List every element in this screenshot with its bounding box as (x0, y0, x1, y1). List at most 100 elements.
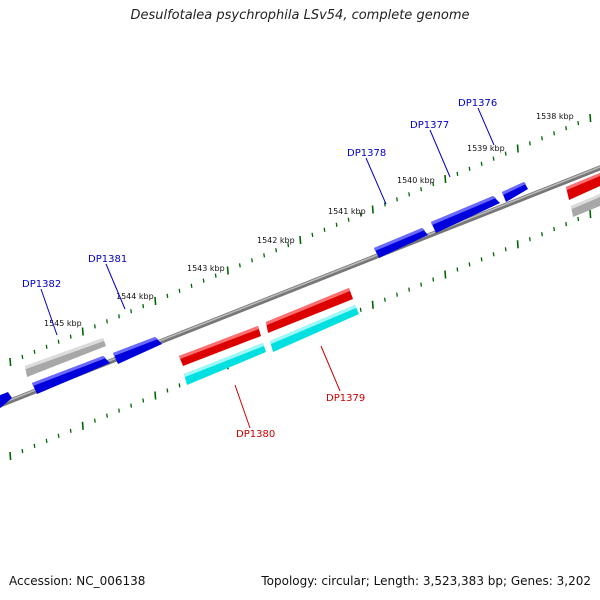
scale-tick (371, 300, 374, 309)
scale-tick (9, 357, 12, 367)
scale-label-1541: 1541 kbp (328, 207, 366, 216)
scale-tick (81, 327, 84, 336)
scale-tick (528, 237, 531, 242)
scale-tick (93, 324, 96, 329)
gene-arrow-dp1378[interactable] (374, 228, 428, 258)
scale-label-1538: 1538 kbp (536, 112, 574, 121)
scale-tick (468, 262, 471, 267)
scale-tick (190, 283, 193, 288)
scale-tick (263, 253, 266, 258)
scale-tick (347, 217, 350, 222)
misc-features (25, 194, 600, 377)
misc-feature-a[interactable] (25, 338, 106, 377)
scale-tick (541, 136, 543, 141)
gene-arrow-dp1381[interactable] (113, 337, 162, 364)
scale-tick (553, 227, 556, 232)
scale-tick (57, 339, 60, 344)
scale-tick (251, 258, 253, 263)
gene-label-dp1379[interactable]: DP1379 (326, 393, 365, 404)
reverse-strand-features (179, 173, 600, 385)
scale-tick (142, 304, 145, 309)
gene-arrow-dp1379[interactable] (266, 288, 353, 333)
scale-label-1543: 1543 kbp (187, 264, 225, 273)
genome-title: Desulfotalea psychrophila LSv54, complet… (130, 8, 470, 23)
scale-tick (154, 296, 157, 306)
scale-tick (154, 391, 157, 400)
gene-label-dp1378[interactable]: DP1378 (347, 148, 386, 159)
genome-summary-text: Topology: circular; Length: 3,523,383 bp… (261, 574, 591, 588)
scale-tick (178, 288, 181, 293)
scale-tick (166, 293, 169, 298)
scale-label-1540: 1540 kbp (397, 176, 435, 185)
scale-tick (480, 257, 483, 262)
scale-tick (444, 270, 447, 279)
label-leaders (40, 107, 495, 429)
gene-label-dp1376[interactable]: DP1376 (458, 98, 497, 109)
scale-tick (492, 252, 495, 257)
scale-tick (33, 443, 36, 448)
accession-text: Accession: NC_006138 (9, 574, 146, 588)
gene-arrow-dp1380-shadow (184, 343, 266, 385)
scale-tick (589, 113, 592, 123)
gene-label-dp1380[interactable]: DP1380 (236, 429, 275, 440)
gene-arrow-dp1382[interactable] (32, 356, 110, 394)
scale-tick (214, 273, 217, 278)
scale-tick (456, 267, 459, 272)
scale-tick (383, 297, 386, 302)
gene-labels: DP1382 DP1381 DP1378 DP1377 DP1376 DP138… (22, 98, 497, 440)
scale-tick (432, 277, 435, 282)
scale-tick (311, 232, 314, 237)
scale-tick (528, 141, 531, 146)
scale-tick (371, 205, 374, 214)
scale-tick (541, 232, 543, 237)
gene-arrow-dp1376[interactable] (502, 182, 528, 202)
scale-tick (69, 428, 72, 433)
scale-tick (323, 227, 326, 232)
scale-tick (359, 212, 362, 217)
scale-tick (106, 319, 108, 324)
scale-tick (275, 248, 278, 253)
gene-label-dp1381[interactable]: DP1381 (88, 254, 127, 265)
scale-tick (142, 398, 145, 403)
gene-arrow-dp1377[interactable] (431, 196, 500, 233)
scale-tick (420, 187, 423, 192)
scale-tick (226, 266, 229, 275)
scale-tick (33, 349, 36, 354)
scale-label-1545: 1545 kbp (44, 319, 82, 328)
scale-tick (130, 309, 133, 314)
gene-arrow-dp1383[interactable] (0, 392, 12, 409)
scale-tick (287, 243, 290, 248)
scale-tick (299, 235, 302, 245)
scale-tick (565, 126, 568, 131)
scale-tick (468, 166, 471, 171)
gene-label-dp1382[interactable]: DP1382 (22, 279, 61, 290)
scale-tick (396, 197, 398, 202)
scale-tick (178, 383, 181, 388)
scale-tick (492, 156, 495, 161)
scale-tick (69, 334, 72, 339)
scale-tick (480, 161, 483, 166)
scale-tick (21, 354, 24, 359)
scale-tick (106, 413, 108, 418)
scale-tick (408, 287, 411, 292)
scale-tick (93, 418, 96, 423)
forward-strand-features (0, 182, 528, 409)
genome-backbone (0, 165, 600, 408)
scale-tick (444, 174, 447, 184)
scale-tick (456, 171, 459, 176)
scale-tick (516, 144, 519, 153)
scale-label-1544: 1544 kbp (116, 292, 154, 301)
scale-tick (118, 408, 120, 413)
gene-arrow-dp1375[interactable] (566, 173, 600, 200)
scale-tick (408, 192, 411, 197)
scale-tick (45, 438, 48, 443)
gene-label-dp1377[interactable]: DP1377 (410, 120, 449, 131)
scale-tick (359, 307, 362, 312)
scale-tick (57, 433, 60, 438)
scale-tick (396, 292, 398, 297)
scale-tick (565, 222, 568, 227)
scale-tick (383, 202, 386, 207)
scale-tick (81, 421, 84, 430)
scale-tick (553, 131, 556, 136)
